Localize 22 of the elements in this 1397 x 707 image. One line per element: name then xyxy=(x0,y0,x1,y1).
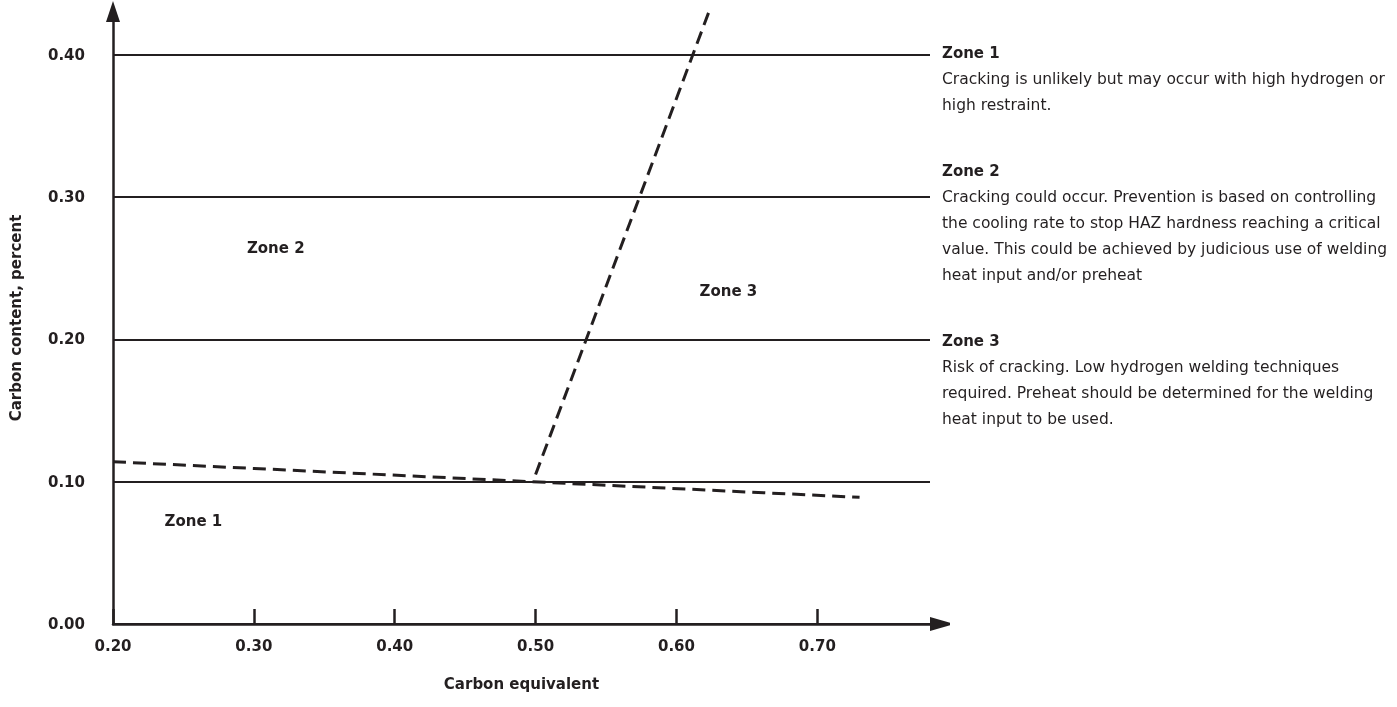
text: Zone 1 xyxy=(942,43,1001,64)
y-tick-label: 0.30 xyxy=(47,188,85,207)
y-axis-title: Carbon content, percent xyxy=(6,214,25,422)
x-axis-title: Carbon equivalent xyxy=(443,674,600,693)
x-tick-label: 0.60 xyxy=(657,636,695,655)
x-tick-label: 0.70 xyxy=(798,636,836,655)
text: Zone 2 xyxy=(942,161,1001,182)
y-tick-label: 0.10 xyxy=(47,472,85,491)
y-tick-label: 0.00 xyxy=(47,615,85,633)
x-tick-label: 0.30 xyxy=(235,636,273,655)
annotation: Zone 2 xyxy=(246,239,305,258)
x-tick-label: 0.40 xyxy=(376,636,414,655)
x-tick-label: 0.20 xyxy=(94,636,132,655)
text: Cracking could occur. Prevention is based on controlling the cooling rate to stop HAZ hardness reaching a critical value. This could be achieved by judicious use of welding heat input and/or preheat xyxy=(942,187,1389,286)
text: Risk of cracking. Low hydrogen welding techniques required. Preheat should be determined for the welding heat input to be used. xyxy=(942,357,1375,430)
y-tick-label: 0.40 xyxy=(47,45,85,64)
x-tick-label: 0.50 xyxy=(517,636,555,655)
y-tick-label: 0.20 xyxy=(47,330,85,349)
text: Zone 3 xyxy=(942,331,1001,352)
annotation: Zone 3 xyxy=(699,281,758,300)
text: Cracking is unlikely but may occur with high hydrogen or high restraint. xyxy=(942,69,1386,116)
annotation: Zone 1 xyxy=(164,512,223,531)
